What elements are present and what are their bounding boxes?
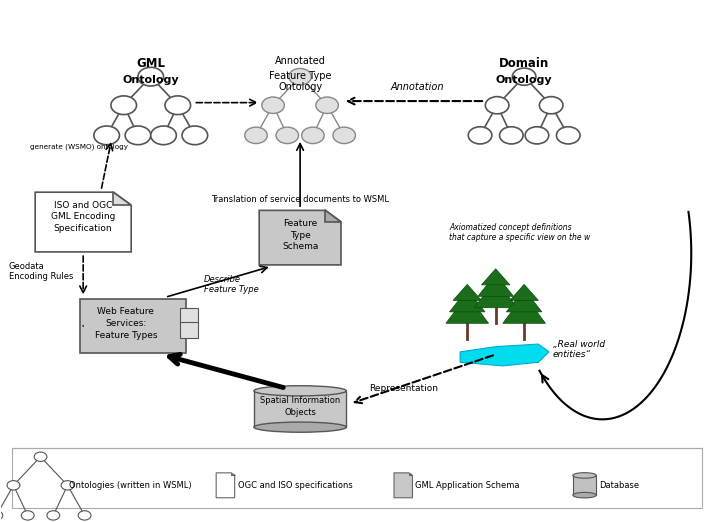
Polygon shape <box>114 192 131 205</box>
Text: Database: Database <box>599 481 639 490</box>
Circle shape <box>289 68 311 85</box>
FancyBboxPatch shape <box>180 309 198 324</box>
Text: Feature Type: Feature Type <box>269 72 331 81</box>
Polygon shape <box>503 295 545 323</box>
Polygon shape <box>446 295 488 323</box>
Polygon shape <box>259 210 341 265</box>
Circle shape <box>301 127 324 144</box>
Text: Translation of service documents to WSML: Translation of service documents to WSML <box>211 195 389 204</box>
Polygon shape <box>394 473 413 498</box>
Text: Domain: Domain <box>499 57 549 70</box>
Circle shape <box>526 127 549 144</box>
Polygon shape <box>326 210 341 222</box>
Circle shape <box>276 127 298 144</box>
Text: Web Feature
Services:
Feature Types: Web Feature Services: Feature Types <box>94 307 157 340</box>
Circle shape <box>165 96 191 115</box>
Polygon shape <box>478 274 513 296</box>
Polygon shape <box>481 269 510 285</box>
Ellipse shape <box>573 473 596 478</box>
Circle shape <box>21 511 34 520</box>
Polygon shape <box>474 279 517 308</box>
Ellipse shape <box>573 492 596 498</box>
Text: Annotated: Annotated <box>275 56 326 66</box>
Text: Ontology: Ontology <box>122 75 179 85</box>
Circle shape <box>539 97 563 114</box>
Text: ISO and OGC
GML Encoding
Specification: ISO and OGC GML Encoding Specification <box>51 200 116 233</box>
Text: „Real world
entities“: „Real world entities“ <box>553 340 605 359</box>
Circle shape <box>262 97 284 113</box>
Polygon shape <box>460 344 549 366</box>
Text: GML: GML <box>136 57 165 70</box>
Text: Ontology: Ontology <box>278 82 322 92</box>
Text: Feature
Type
Schema: Feature Type Schema <box>282 219 318 251</box>
Text: GML Application Schema: GML Application Schema <box>416 481 520 490</box>
FancyBboxPatch shape <box>81 299 186 353</box>
FancyBboxPatch shape <box>254 391 346 427</box>
Circle shape <box>245 127 267 144</box>
Text: Spatial Information
Objects: Spatial Information Objects <box>260 396 341 417</box>
Circle shape <box>138 67 164 86</box>
Polygon shape <box>231 473 235 476</box>
Polygon shape <box>506 290 542 312</box>
Text: Axiomatized concept definitions
that capture a specific view on the w: Axiomatized concept definitions that cap… <box>449 223 590 242</box>
Polygon shape <box>449 290 485 312</box>
Circle shape <box>47 511 60 520</box>
Circle shape <box>34 452 47 461</box>
Text: generate (WSMO) ontology: generate (WSMO) ontology <box>30 144 128 150</box>
Circle shape <box>486 97 509 114</box>
Circle shape <box>316 97 338 113</box>
Text: OGC and ISO specifications: OGC and ISO specifications <box>238 481 352 490</box>
Circle shape <box>468 127 492 144</box>
Circle shape <box>556 127 580 144</box>
Polygon shape <box>216 473 235 498</box>
Polygon shape <box>510 284 538 301</box>
Circle shape <box>513 68 536 85</box>
Text: Ontologies (written in WSML): Ontologies (written in WSML) <box>69 481 191 490</box>
Circle shape <box>61 481 74 490</box>
Circle shape <box>333 127 356 144</box>
Text: Representation: Representation <box>368 384 438 394</box>
Circle shape <box>94 126 119 145</box>
Polygon shape <box>453 284 481 301</box>
Circle shape <box>500 127 523 144</box>
Circle shape <box>7 481 20 490</box>
Text: Describe
Feature Type: Describe Feature Type <box>204 275 259 294</box>
Polygon shape <box>35 192 131 252</box>
Text: Geodata
Encoding Rules: Geodata Encoding Rules <box>9 262 73 281</box>
FancyBboxPatch shape <box>180 322 198 338</box>
Circle shape <box>111 96 136 115</box>
Circle shape <box>0 511 3 520</box>
FancyBboxPatch shape <box>573 476 596 495</box>
Ellipse shape <box>254 386 346 396</box>
Polygon shape <box>409 473 413 476</box>
Text: Annotation: Annotation <box>391 82 444 92</box>
FancyBboxPatch shape <box>12 448 702 507</box>
Circle shape <box>182 126 208 145</box>
Ellipse shape <box>254 422 346 432</box>
Circle shape <box>79 511 91 520</box>
Circle shape <box>151 126 176 145</box>
Text: Ontology: Ontology <box>496 75 553 85</box>
Circle shape <box>125 126 151 145</box>
